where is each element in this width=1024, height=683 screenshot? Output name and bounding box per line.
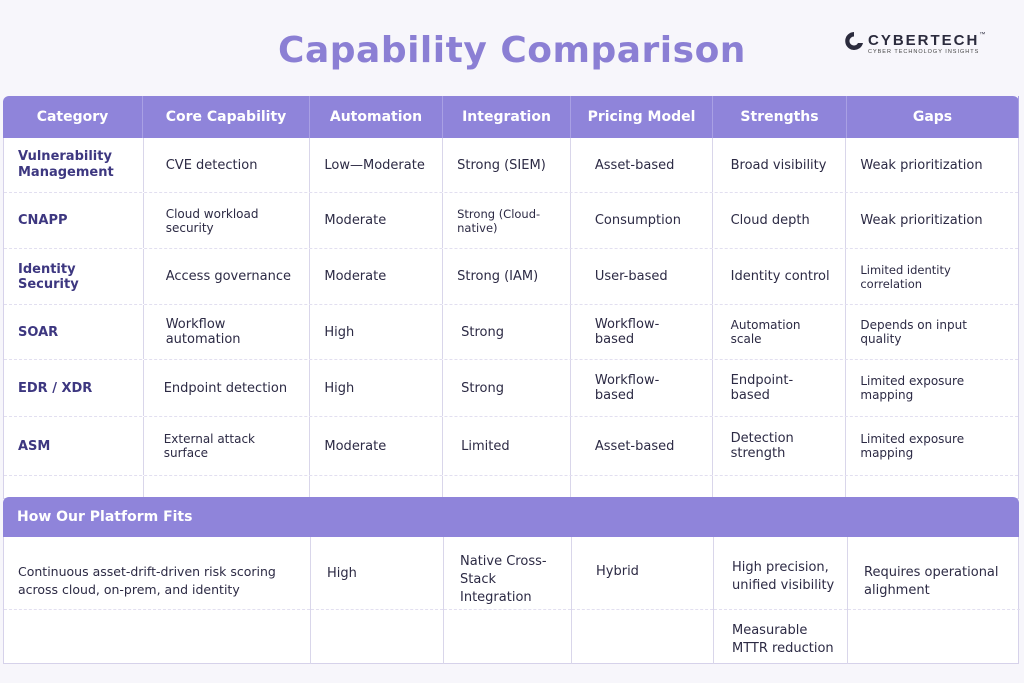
capability-cell: Cloud workload security (144, 193, 311, 248)
header-core-capability: Core Capability (143, 96, 310, 138)
capability-cell: Endpoint detection (144, 360, 311, 416)
platform-fits-heading: How Our Platform Fits (3, 497, 1019, 537)
capability-cell: Access governance (144, 249, 311, 304)
strengths-cell: Broad visibility (713, 138, 847, 192)
capability-cell: External attack surface (144, 417, 311, 475)
strengths-cell: Endpoint-based (713, 360, 847, 416)
table-row: ASM External attack surface Moderate Lim… (4, 417, 1018, 476)
integration-cell: Strong (SIEM) (443, 138, 571, 192)
fits-pricing-col: Hybrid (572, 537, 714, 664)
pricing-cell: User-based (571, 249, 713, 304)
gaps-cell: Weak prioritization (860, 157, 983, 173)
category-cell: CNAPP (4, 193, 144, 248)
automation-cell: High (310, 360, 444, 416)
table-row: SOAR Workflow automation High Strong Wor… (4, 305, 1018, 360)
fits-capability: Continuous asset-drift-driven risk scori… (18, 564, 276, 597)
fits-strengths-1: High precision, unified visibility (732, 560, 835, 593)
integration-cell: Strong (443, 360, 571, 416)
table-row: CNAPP Cloud workload security Moderate S… (4, 193, 1018, 249)
header-automation: Automation (310, 96, 443, 138)
fits-automation: High (327, 566, 357, 581)
integration-cell: Strong (Cloud-native) (443, 193, 571, 248)
capability-cell: Workflow automation (144, 305, 311, 359)
automation-cell: High (310, 305, 444, 359)
fits-pricing: Hybrid (596, 564, 639, 579)
header-pricing-model: Pricing Model (571, 96, 713, 138)
fits-strengths-col: High precision, unified visibility Measu… (714, 537, 848, 664)
table-row-empty (4, 476, 1018, 498)
logo-wordmark: CYBERTECH™ (868, 32, 988, 49)
gaps-cell: Limited exposure mapping (860, 432, 965, 460)
pricing-cell: Workflow-based (571, 305, 713, 359)
category-cell: EDR / XDR (4, 360, 144, 416)
table-body: Vulnerability Management CVE detection L… (3, 138, 1019, 499)
gaps-cell: Depends on input quality (860, 318, 967, 346)
gaps-cell: Limited identity correlation (860, 262, 951, 291)
category-cell: SOAR (4, 305, 144, 359)
logo-tagline: CYBER TECHNOLOGY INSIGHTS (868, 49, 980, 55)
table-header-row: Category Core Capability Automation Inte… (3, 96, 1019, 138)
page-title: Capability Comparison (278, 30, 746, 71)
header-category: Category (3, 96, 143, 138)
pricing-cell: Consumption (571, 193, 713, 248)
automation-cell: Moderate (310, 193, 444, 248)
fits-integration: Native Cross-Stack Integration (460, 554, 547, 605)
header-integration: Integration (443, 96, 571, 138)
fits-capability-col: Continuous asset-drift-driven risk scori… (4, 537, 311, 664)
pricing-cell: Asset-based (571, 138, 713, 192)
gaps-cell: Weak prioritization (860, 213, 983, 228)
integration-cell: Limited (443, 417, 571, 475)
fits-integration-col: Native Cross-Stack Integration (444, 537, 572, 664)
category-cell: ASM (4, 417, 144, 475)
automation-cell: Low—Moderate (310, 138, 444, 192)
category-cell: Vulnerability Management (4, 138, 144, 192)
table-row: Vulnerability Management CVE detection L… (4, 138, 1018, 193)
fits-automation-col: High (311, 537, 444, 664)
header-gaps: Gaps (847, 96, 1019, 138)
fits-gaps-col: Requires operational alighment (848, 537, 1020, 664)
strengths-cell: Cloud depth (713, 193, 847, 248)
table-row: EDR / XDR Endpoint detection High Strong… (4, 360, 1018, 417)
category-cell: Identity Security (4, 249, 144, 304)
automation-cell: Moderate (310, 249, 444, 304)
fits-gaps: Requires operational alighment (864, 565, 999, 598)
integration-cell: Strong (443, 305, 571, 359)
fits-strengths-2: Measurable MTTR reduction (732, 623, 834, 656)
header-strengths: Strengths (713, 96, 847, 138)
capability-cell: CVE detection (144, 138, 311, 192)
cybertech-logo-icon (845, 32, 863, 50)
table-row: Identity Security Access governance Mode… (4, 249, 1018, 305)
automation-cell: Moderate (310, 417, 444, 475)
strengths-cell: Automation scale (713, 305, 847, 359)
strengths-cell: Detection strength (713, 417, 847, 475)
platform-fits-section: Continuous asset-drift-driven risk scori… (3, 537, 1020, 664)
pricing-cell: Asset-based (571, 417, 713, 475)
integration-cell: Strong (IAM) (443, 249, 571, 304)
pricing-cell: Workflow-based (571, 360, 713, 416)
comparison-table: Category Core Capability Automation Inte… (3, 96, 1019, 499)
strengths-cell: Identity control (713, 249, 847, 304)
gaps-cell: Limited exposure mapping (860, 374, 965, 402)
